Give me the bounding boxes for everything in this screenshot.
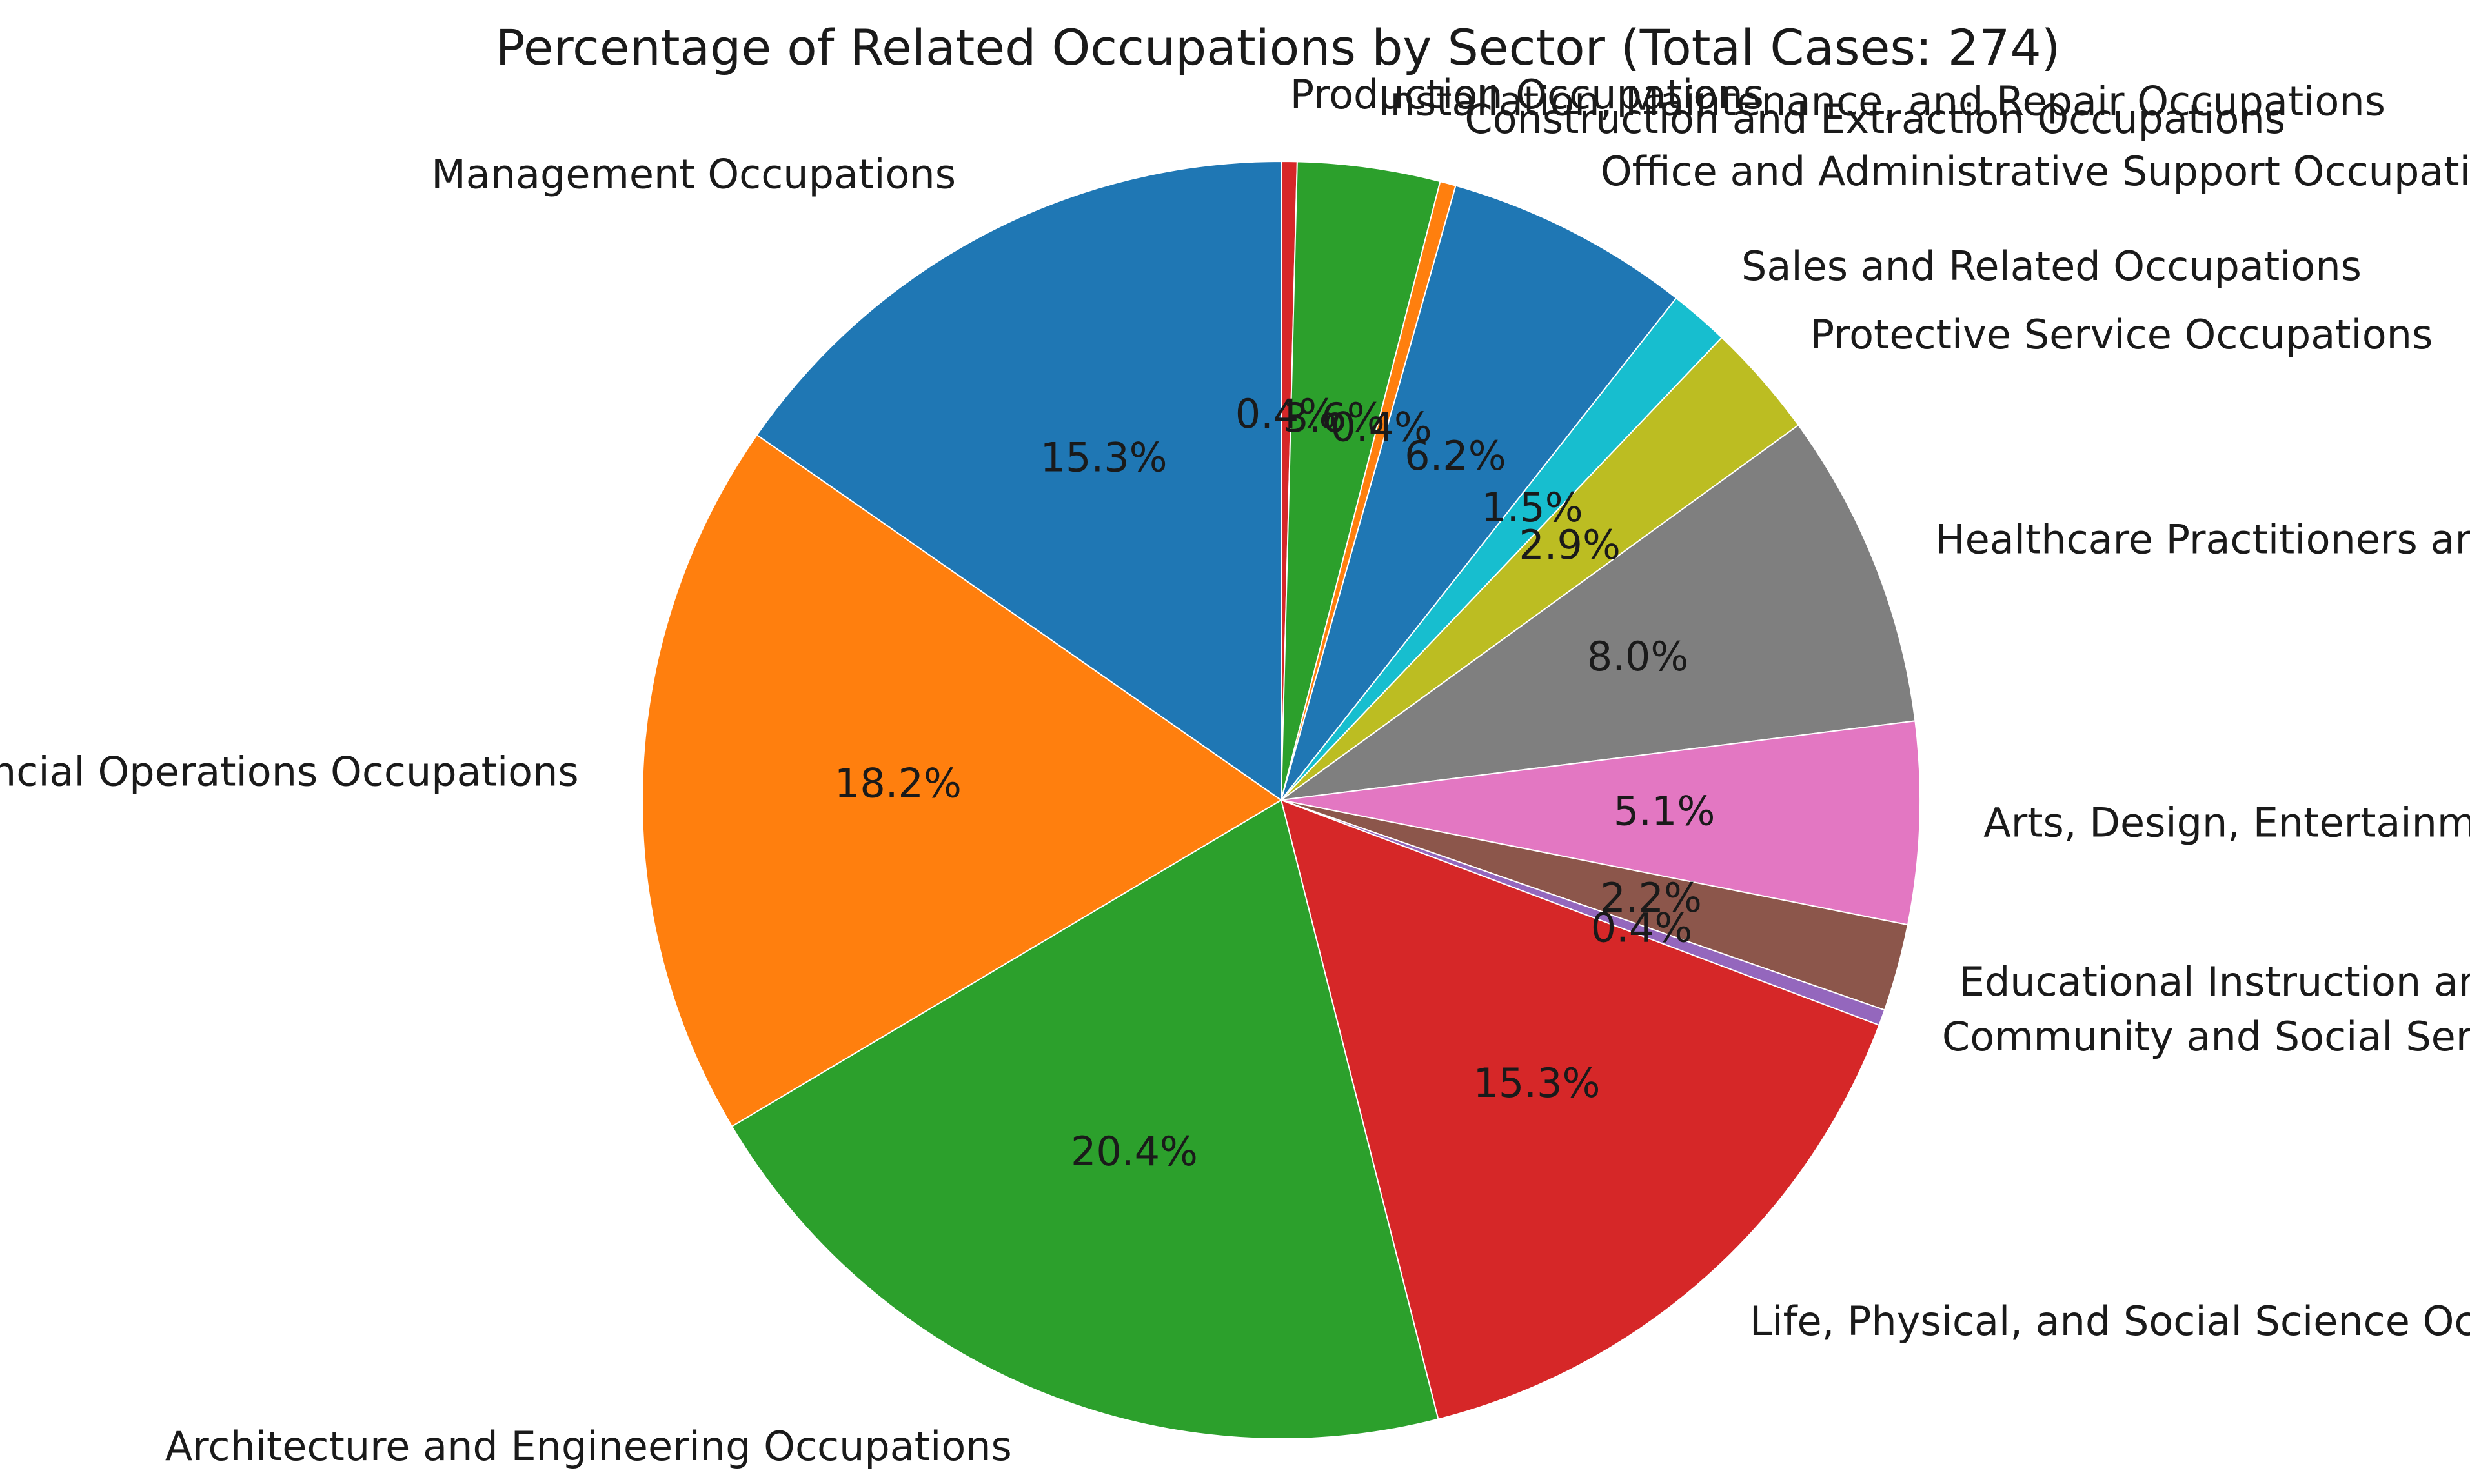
pie-slice-architecture-and-engineering-occupations — [731, 799, 1439, 1439]
percent-labels: 0.4%3.6%0.4%6.2%1.5%2.9%8.0%5.1%2.2%0.4%… — [835, 390, 1715, 1175]
slice-label-business-and-financial-operations-occupations: Business and Financial Operations Occupa… — [0, 748, 579, 796]
slice-label-life-physical-and-social-science-occupations: Life, Physical, and Social Science Occup… — [1750, 1298, 2470, 1345]
slice-label-installation-maintenance-and-repair-occupations: Installation, Maintenance, and Repair Oc… — [1378, 78, 2385, 125]
slice-label-protective-service-occupations: Protective Service Occupations — [1810, 311, 2433, 358]
pie-slice-arts-design-entertainment-sports-and-media-occupations — [1281, 720, 1921, 926]
pct-label-arts-design-entertainment-sports-and-media-occupations: 5.1% — [1614, 788, 1716, 835]
slice-label-healthcare-practitioners-and-technical-occupations: Healthcare Practitioners and Technical O… — [1935, 516, 2470, 563]
pct-label-protective-service-occupations: 2.9% — [1519, 521, 1621, 568]
pie-slice-business-and-financial-operations-occupations — [642, 434, 1282, 1128]
chart-title: Percentage of Related Occupations by Sec… — [496, 19, 2061, 76]
pct-label-life-physical-and-social-science-occupations: 15.3% — [1473, 1059, 1600, 1107]
pie-slice-healthcare-practitioners-and-technical-occupations — [1281, 424, 1916, 801]
slice-label-educational-instruction-and-library-occupations: Educational Instruction and Library Occu… — [1959, 958, 2470, 1005]
pct-label-architecture-and-engineering-occupations: 20.4% — [1071, 1128, 1198, 1175]
slice-label-construction-and-extraction-occupations: Construction and Extraction Occupations — [1464, 95, 2285, 143]
slice-label-management-occupations: Management Occupations — [431, 151, 956, 198]
pie-slice-installation-maintenance-and-repair-occupations — [1281, 161, 1441, 801]
pct-label-business-and-financial-operations-occupations: 18.2% — [835, 760, 962, 807]
pct-label-production-occupations: 0.4% — [1235, 390, 1337, 437]
slice-label-production-occupations: Production Occupations — [1290, 71, 1764, 118]
pct-label-community-and-social-service-occupations: 0.4% — [1591, 904, 1693, 951]
pie-slice-office-and-administrative-support-occupations — [1281, 185, 1677, 801]
pct-label-construction-and-extraction-occupations: 0.4% — [1330, 404, 1432, 451]
slice-label-community-and-social-service-occupations: Community and Social Service Occupations — [1942, 1013, 2470, 1060]
slice-label-architecture-and-engineering-occupations: Architecture and Engineering Occupations — [165, 1423, 1012, 1470]
slice-label-sales-and-related-occupations: Sales and Related Occupations — [1741, 243, 2362, 290]
pct-label-educational-instruction-and-library-occupations: 2.2% — [1600, 874, 1702, 921]
pie-slice-life-physical-and-social-science-occupations — [1280, 799, 1880, 1420]
pct-label-healthcare-practitioners-and-technical-occupations: 8.0% — [1587, 633, 1689, 680]
pct-label-sales-and-related-occupations: 1.5% — [1481, 484, 1583, 531]
pie-slice-management-occupations — [756, 160, 1282, 801]
slice-label-office-and-administrative-support-occupations: Office and Administrative Support Occupa… — [1601, 148, 2470, 195]
pie-slices — [642, 160, 1921, 1439]
pct-label-office-and-administrative-support-occupations: 6.2% — [1404, 432, 1506, 479]
slice-label-arts-design-entertainment-sports-and-media-occupations: Arts, Design, Entertainment, Sports, and… — [1983, 799, 2470, 846]
pct-label-management-occupations: 15.3% — [1040, 434, 1168, 481]
pct-label-installation-maintenance-and-repair-occupations: 3.6% — [1283, 394, 1385, 441]
